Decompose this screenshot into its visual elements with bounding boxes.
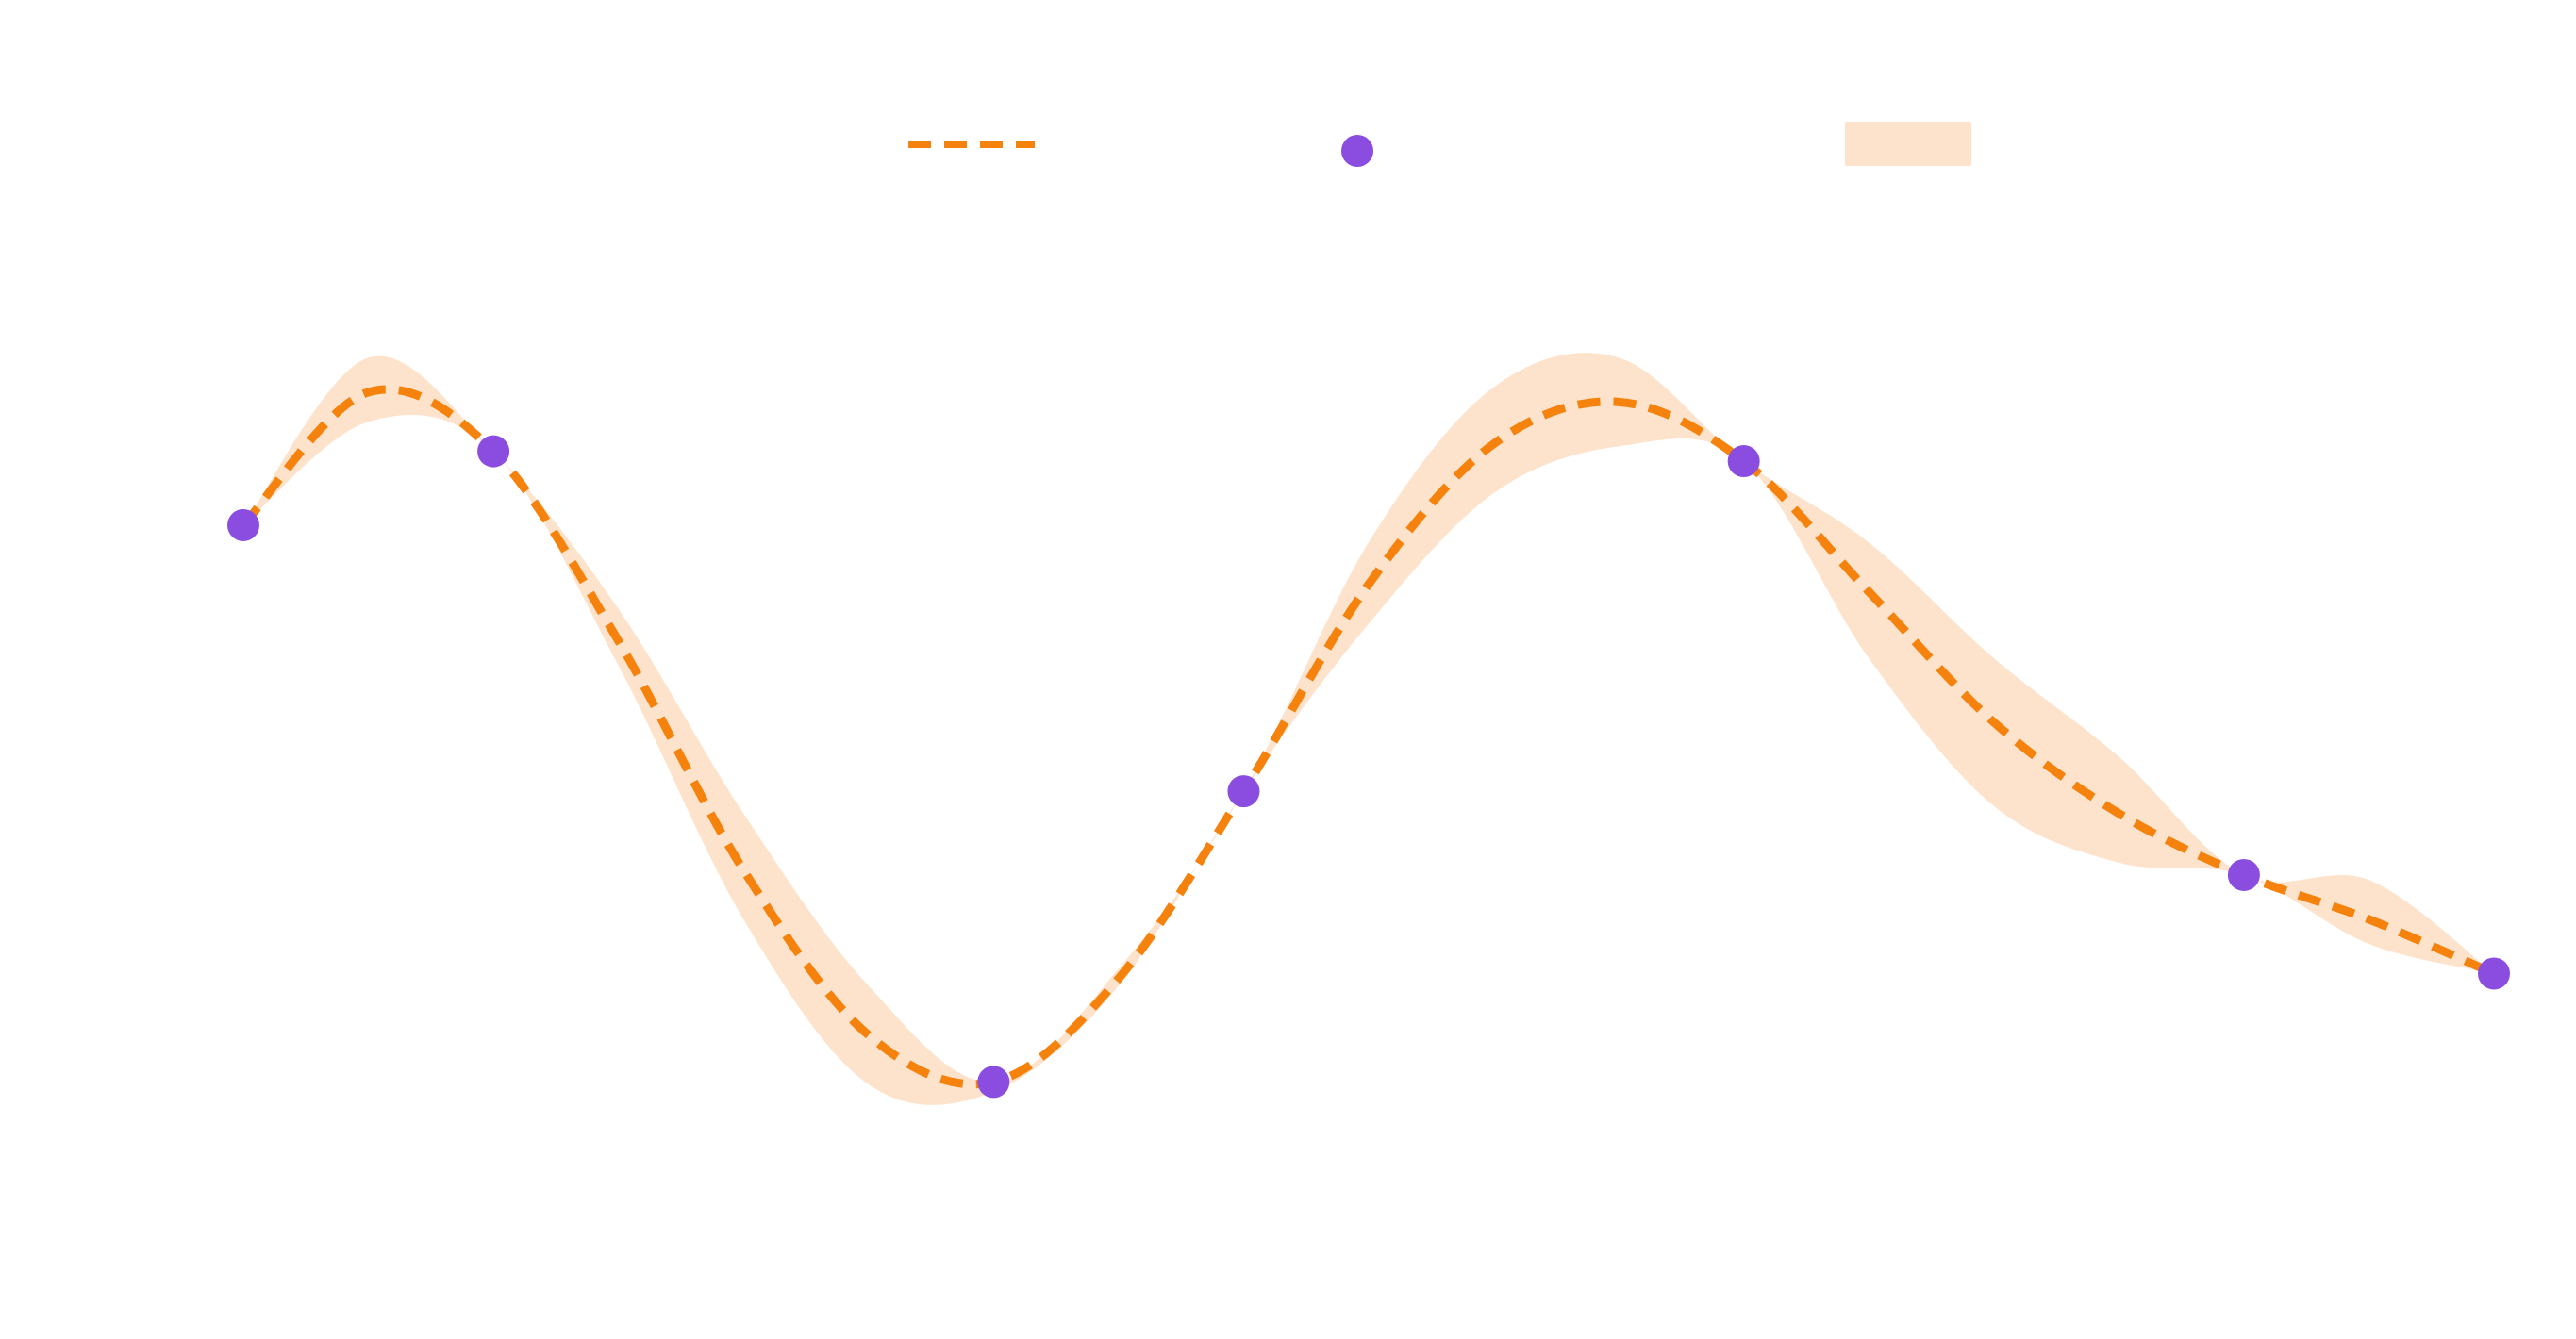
legend-band xyxy=(1845,122,1971,166)
legend-point xyxy=(1341,135,1373,167)
observation-point xyxy=(227,508,259,541)
observation-point xyxy=(977,1066,1010,1099)
confidence-band xyxy=(243,353,2494,1105)
mean-line xyxy=(240,385,2496,1089)
observation-point xyxy=(1227,775,1260,808)
observation-point xyxy=(477,435,510,468)
observation-point xyxy=(2227,858,2260,891)
observation-point xyxy=(1727,445,1760,478)
observation-point xyxy=(2478,957,2510,990)
